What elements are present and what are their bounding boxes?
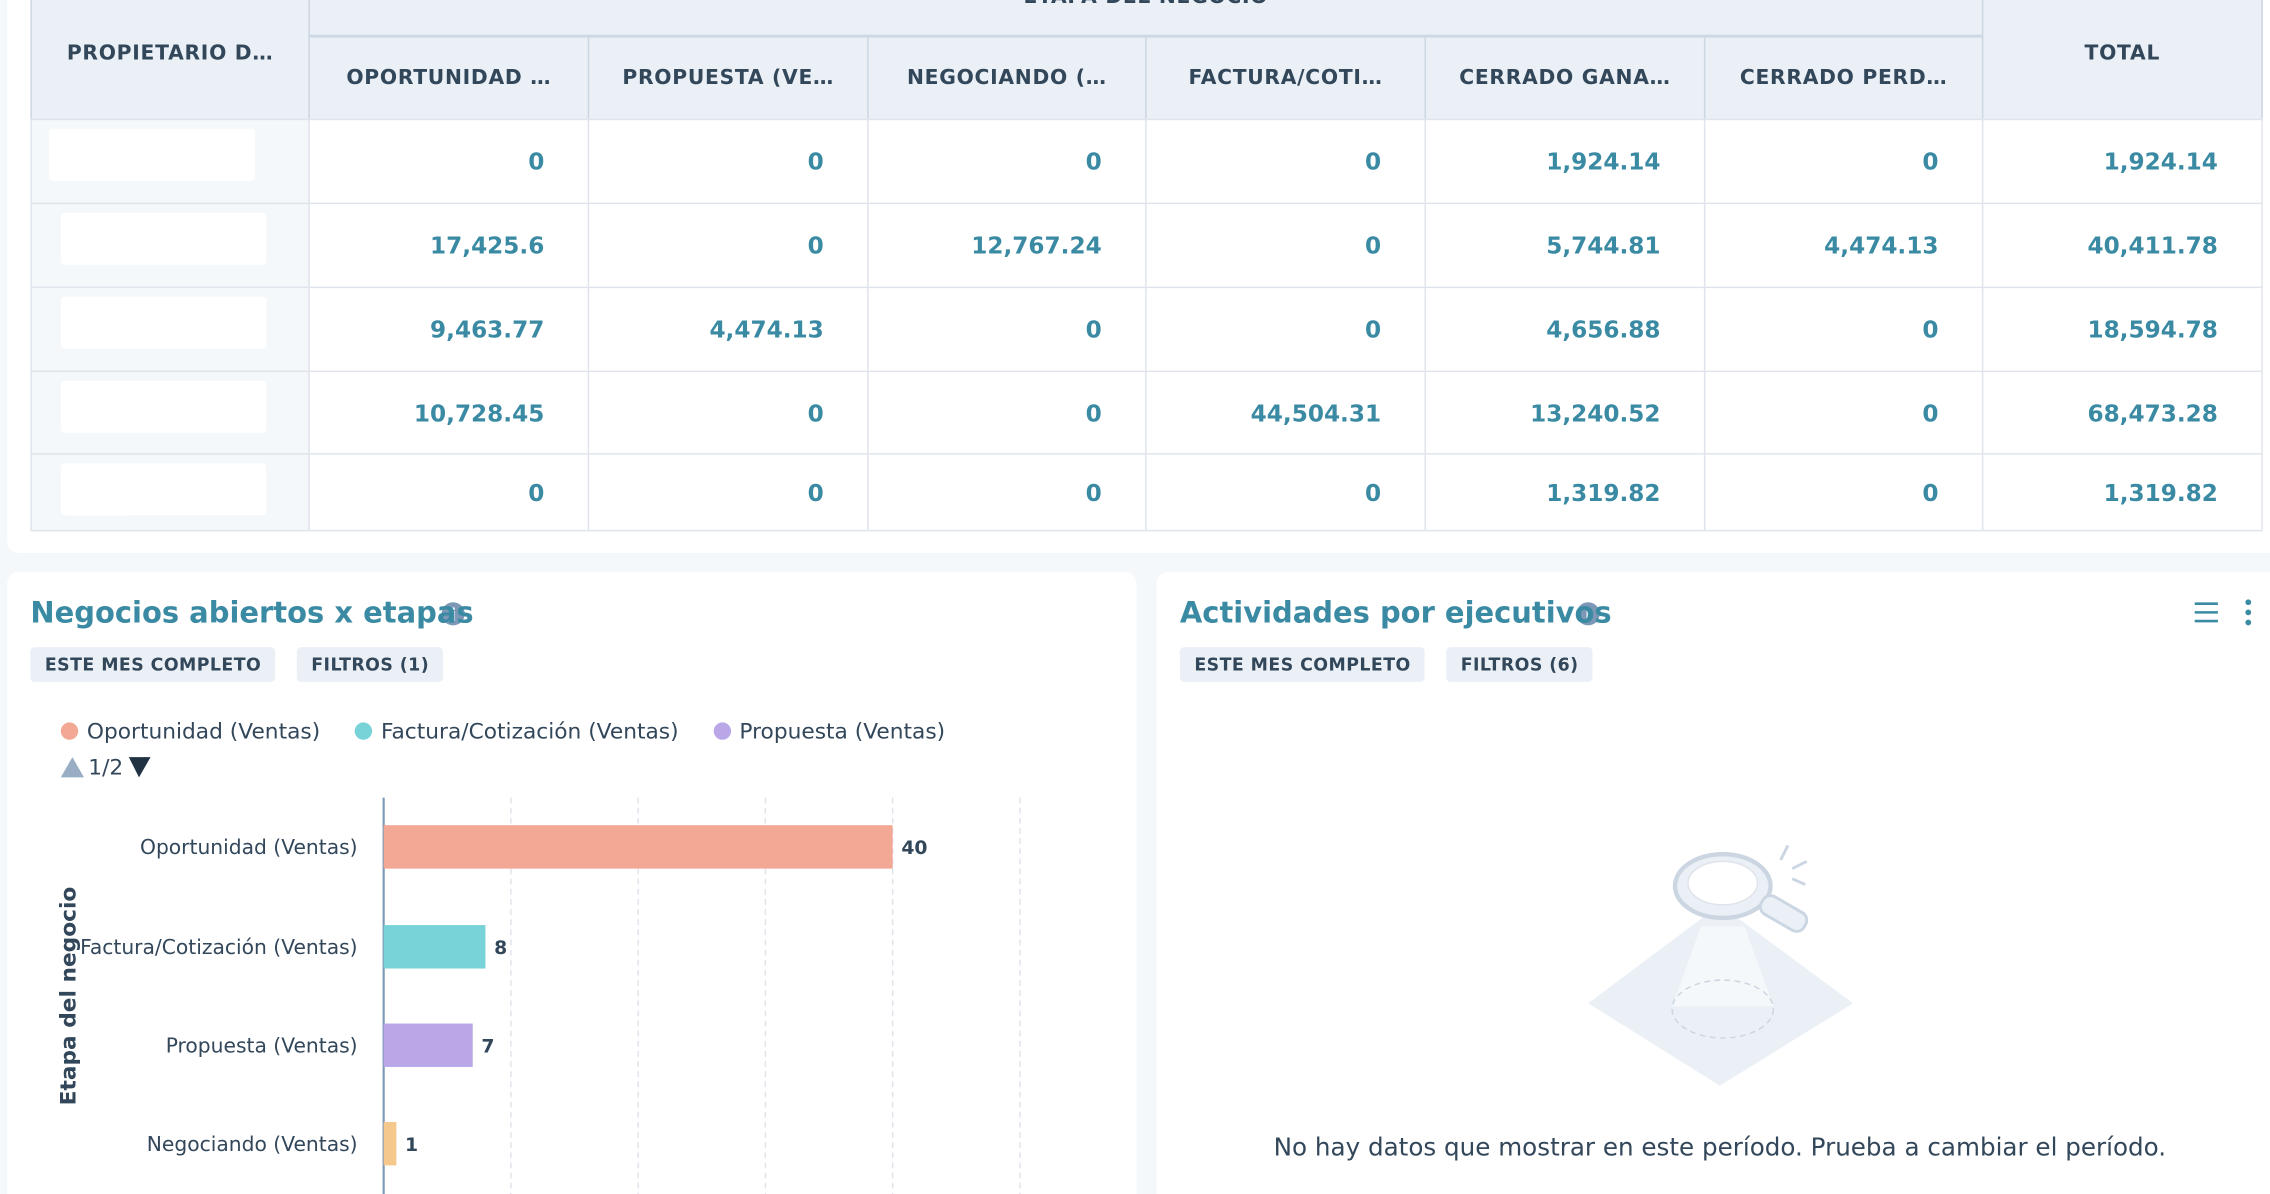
filter-chip[interactable]: ESTE MES COMPLETO <box>1179 647 1426 682</box>
legend-item[interactable]: Factura/Cotización (Ventas) <box>354 718 679 745</box>
table-cell: 0 <box>1703 453 1984 532</box>
bar <box>383 825 893 869</box>
table-cell: 4,656.88 <box>1424 286 1706 373</box>
empty-message: No hay datos que mostrar en este período… <box>1273 1133 2167 1163</box>
legend-page-up[interactable] <box>60 757 84 778</box>
filter-chip[interactable]: FILTROS (1) <box>296 647 444 682</box>
table-cell: 0 <box>867 286 1147 373</box>
column-header: PROPIETARIO D… <box>30 0 310 121</box>
value-label: 7 <box>481 1036 494 1057</box>
legend-swatch <box>60 722 79 740</box>
table-cell: 17,425.6 <box>308 202 590 289</box>
value-label: 1 <box>405 1135 418 1156</box>
table-cell: 12,767.24 <box>867 202 1147 289</box>
panel-title: Actividades por ejecutivos <box>1179 595 1612 630</box>
group-header: ETAPA DEL NEGOCIO <box>308 0 1984 37</box>
table-cell: 13,240.52 <box>1424 370 1706 455</box>
table-cell: 0 <box>587 202 869 289</box>
info-icon[interactable] <box>1576 602 1600 626</box>
category-label: Oportunidad (Ventas) <box>140 835 358 859</box>
info-icon[interactable] <box>441 602 465 626</box>
column-header: CERRADO GANA… <box>1424 36 1706 121</box>
table-cell: 5,744.81 <box>1424 202 1706 289</box>
legend-swatch <box>713 722 731 740</box>
column-header: CERRADO PERD… <box>1703 36 1984 121</box>
owner-name-placeholder <box>49 128 255 181</box>
filter-chip[interactable]: FILTROS (6) <box>1446 647 1594 682</box>
table-cell: 1,924.14 <box>1424 118 1706 205</box>
owner-name-placeholder <box>60 463 267 516</box>
table-cell: 1,924.14 <box>1981 118 2263 205</box>
legend-page: 1/2 <box>88 756 123 781</box>
table-cell: 44,504.31 <box>1145 370 1426 455</box>
column-header: TOTAL <box>1981 0 2263 121</box>
owner-name-placeholder <box>60 296 267 349</box>
empty-illustration <box>1588 844 1854 1086</box>
table-cell: 0 <box>1703 286 1984 373</box>
legend-item[interactable]: Propuesta (Ventas) <box>713 718 945 744</box>
legend-swatch <box>354 722 373 740</box>
table-cell: 0 <box>308 118 590 205</box>
column-header: OPORTUNIDAD … <box>308 36 590 121</box>
table-cell: 0 <box>587 370 869 455</box>
table-cell: 0 <box>1703 370 1984 455</box>
legend-label: Propuesta (Ventas) <box>739 718 946 745</box>
table-cell: 0 <box>587 118 869 205</box>
y-axis-label: Etapa del negocio <box>56 887 81 1106</box>
table-cell: 0 <box>1145 118 1426 205</box>
legend-item[interactable]: Oportunidad (Ventas) <box>60 718 321 745</box>
table-cell: 4,474.13 <box>1703 202 1984 289</box>
table-cell: 0 <box>1145 453 1426 532</box>
table-cell: 0 <box>587 453 869 532</box>
table-cell: 4,474.13 <box>587 286 869 373</box>
value-label: 8 <box>494 938 507 959</box>
table-cell: 0 <box>867 453 1147 532</box>
table-cell: 0 <box>867 118 1147 205</box>
legend-page-down[interactable] <box>128 757 151 778</box>
category-label: Negociando (Ventas) <box>147 1132 358 1156</box>
column-header: NEGOCIANDO (… <box>867 36 1147 121</box>
owner-name-placeholder <box>60 380 267 433</box>
info-glyph: i <box>450 606 456 626</box>
bar <box>383 1023 473 1067</box>
bar <box>383 925 486 969</box>
filter-chip[interactable]: ESTE MES COMPLETO <box>30 647 276 682</box>
more-icon[interactable] <box>2245 599 2252 626</box>
table-cell: 1,319.82 <box>1424 453 1706 532</box>
legend-label: Factura/Cotización (Ventas) <box>380 718 679 745</box>
panel-title: Negocios abiertos x etapas <box>30 595 474 630</box>
table-cell: 40,411.78 <box>1981 202 2263 289</box>
category-label: Factura/Cotización (Ventas) <box>80 935 358 959</box>
table-cell: 0 <box>1145 286 1426 373</box>
bar <box>383 1121 397 1166</box>
value-label: 40 <box>901 838 927 859</box>
table-cell: 68,473.28 <box>1981 370 2263 455</box>
legend-label: Oportunidad (Ventas) <box>86 718 321 745</box>
owner-name-placeholder <box>60 212 267 265</box>
table-cell: 0 <box>867 370 1147 455</box>
table-cell: 1,319.82 <box>1981 453 2263 532</box>
category-label: Propuesta (Ventas) <box>166 1033 358 1057</box>
settings-icon[interactable] <box>2194 602 2218 623</box>
info-glyph: i <box>1585 606 1591 626</box>
table-cell: 0 <box>308 453 590 532</box>
table-cell: 9,463.77 <box>308 286 590 373</box>
column-header: PROPUESTA (VE… <box>587 36 869 121</box>
column-header: FACTURA/COTI… <box>1145 36 1426 121</box>
table-cell: 0 <box>1703 118 1984 205</box>
table-cell: 18,594.78 <box>1981 286 2263 373</box>
legend: Oportunidad (Ventas) Factura/Cotización (… <box>60 718 945 745</box>
table-cell: 0 <box>1145 202 1426 289</box>
table-cell: 10,728.45 <box>308 370 590 455</box>
